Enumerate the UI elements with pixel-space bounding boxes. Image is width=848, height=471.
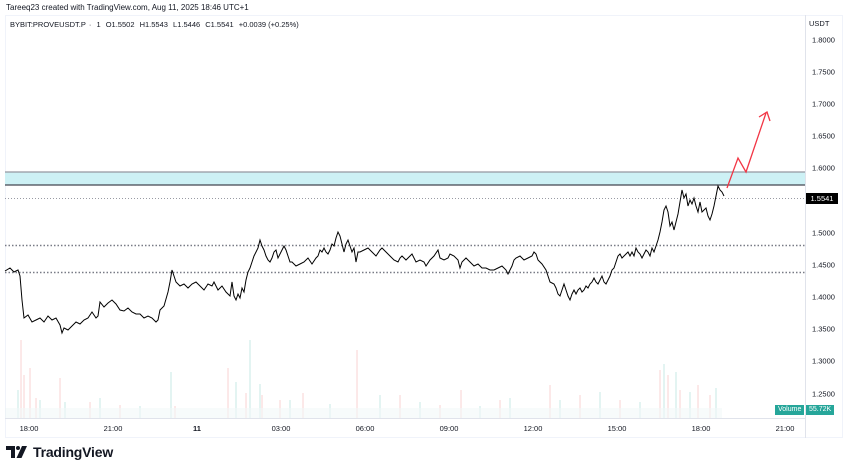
price-tick: 1.2500 bbox=[812, 389, 835, 399]
chart-credit: Tareeq23 created with TradingView.com, A… bbox=[6, 3, 249, 12]
price-tick: 1.6000 bbox=[812, 163, 835, 173]
symbol-legend: BYBIT:PROVEUSDT.P · 1 O1.5502 H1.5543 L1.… bbox=[10, 20, 302, 29]
price-tick: 1.3000 bbox=[812, 356, 835, 366]
price-tick: 1.8000 bbox=[812, 35, 835, 45]
time-tick: 03:00 bbox=[271, 424, 291, 433]
price-tick: 1.3500 bbox=[812, 324, 835, 334]
resistance-zone[interactable] bbox=[5, 172, 805, 185]
price-tick: 1.6500 bbox=[812, 131, 835, 141]
volume-label: Volume bbox=[775, 405, 805, 415]
tradingview-brand: TradingView bbox=[33, 444, 114, 460]
legend-separator: · bbox=[88, 20, 92, 29]
chart-pane[interactable] bbox=[5, 15, 843, 438]
current-price-label: 1.5541 bbox=[806, 193, 838, 204]
price-series-line bbox=[4, 184, 725, 335]
symbol-name[interactable]: BYBIT:PROVEUSDT.P bbox=[10, 20, 86, 29]
ohlc-high: H1.5543 bbox=[139, 20, 168, 29]
price-tick: 1.7000 bbox=[812, 99, 835, 109]
projection-arrow bbox=[726, 112, 767, 189]
time-tick: 18:00 bbox=[691, 424, 711, 433]
time-tick: 21:00 bbox=[103, 424, 123, 433]
time-tick: 06:00 bbox=[355, 424, 375, 433]
time-tick: 12:00 bbox=[523, 424, 543, 433]
time-tick: 15:00 bbox=[607, 424, 627, 433]
tradingview-logo: TradingView bbox=[6, 444, 113, 460]
price-tick: 1.4500 bbox=[812, 260, 835, 270]
time-axis[interactable] bbox=[5, 418, 805, 439]
price-axis[interactable] bbox=[805, 15, 844, 438]
time-tick: 18:00 bbox=[19, 424, 39, 433]
ohlc-close: C1.5541 bbox=[205, 20, 234, 29]
currency-unit[interactable]: USDT bbox=[809, 19, 830, 28]
ohlc-low: L1.5446 bbox=[173, 20, 201, 29]
time-tick-day: 11 bbox=[193, 424, 201, 433]
price-tick: 1.5000 bbox=[812, 228, 835, 238]
volume-bars bbox=[5, 340, 722, 418]
price-tick: 1.7500 bbox=[812, 67, 835, 77]
ohlc-open: O1.5502 bbox=[105, 20, 135, 29]
price-tick: 1.4000 bbox=[812, 292, 835, 302]
price-change: +0.0039 (+0.25%) bbox=[238, 20, 299, 29]
interval: 1 bbox=[96, 20, 101, 29]
volume-value: 55.72K bbox=[806, 405, 835, 415]
tradingview-logo-icon bbox=[6, 446, 27, 458]
time-tick: 09:00 bbox=[439, 424, 459, 433]
time-tick: 21:00 bbox=[775, 424, 795, 433]
